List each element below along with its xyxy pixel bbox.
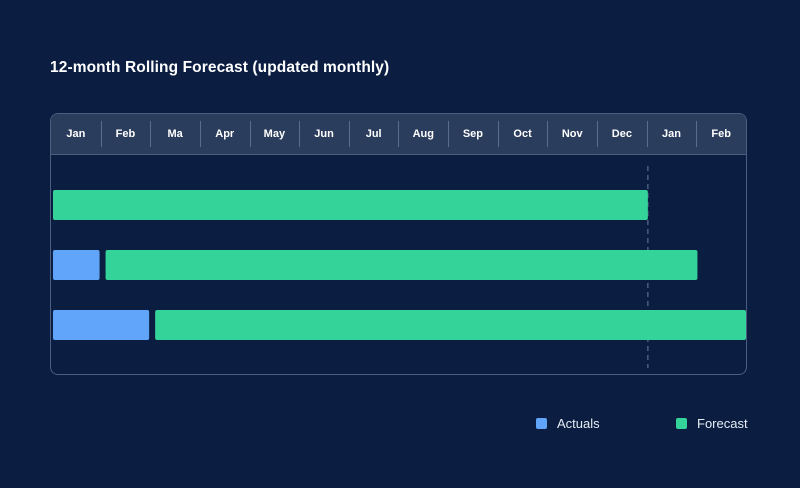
month-label-0: Jan [66,128,86,140]
actuals-bar-row-2 [53,310,150,340]
month-label-1: Feb [100,114,151,154]
month-label-2: Ma [150,114,200,154]
month-label-8: Sep [448,114,498,154]
chart-title: 12-month Rolling Forecast (updated month… [50,59,390,76]
legend-label-actuals: Actuals [557,416,600,431]
month-header: Jan Feb Ma Apr May Jun Jul Aug Sep Oct Nov Dec Jan Fe… [51,114,746,155]
legend: Actuals Forecast [0,416,800,432]
timeline-plot [53,166,746,368]
legend-swatch-forecast [676,418,687,429]
month-label-6: Jul [348,114,399,154]
actuals-bar-row-1 [53,250,100,280]
month-label-11: Dec [597,114,647,154]
chart-frame: Jan Feb Ma Apr May Jun Jul Aug Sep Oct Nov Dec Jan Fe… [50,113,747,375]
month-label-12: Jan [646,114,697,154]
legend-swatch-actuals [536,418,547,429]
month-label-9: Oct [497,114,548,154]
forecast-bar-row-2 [155,310,746,340]
month-label-13: Feb [696,114,746,154]
legend-label-forecast: Forecast [697,416,748,431]
legend-item-actuals: Actuals [536,416,600,431]
month-label-10: Nov [547,114,597,154]
month-label-4: May [249,114,300,154]
forecast-bar-row-1 [105,250,698,280]
month-label-5: Jun [299,114,349,154]
legend-item-forecast: Forecast [676,416,748,431]
month-label-7: Aug [398,114,448,154]
month-label-3: Apr [199,114,250,154]
forecast-bar-row-0 [53,190,648,220]
